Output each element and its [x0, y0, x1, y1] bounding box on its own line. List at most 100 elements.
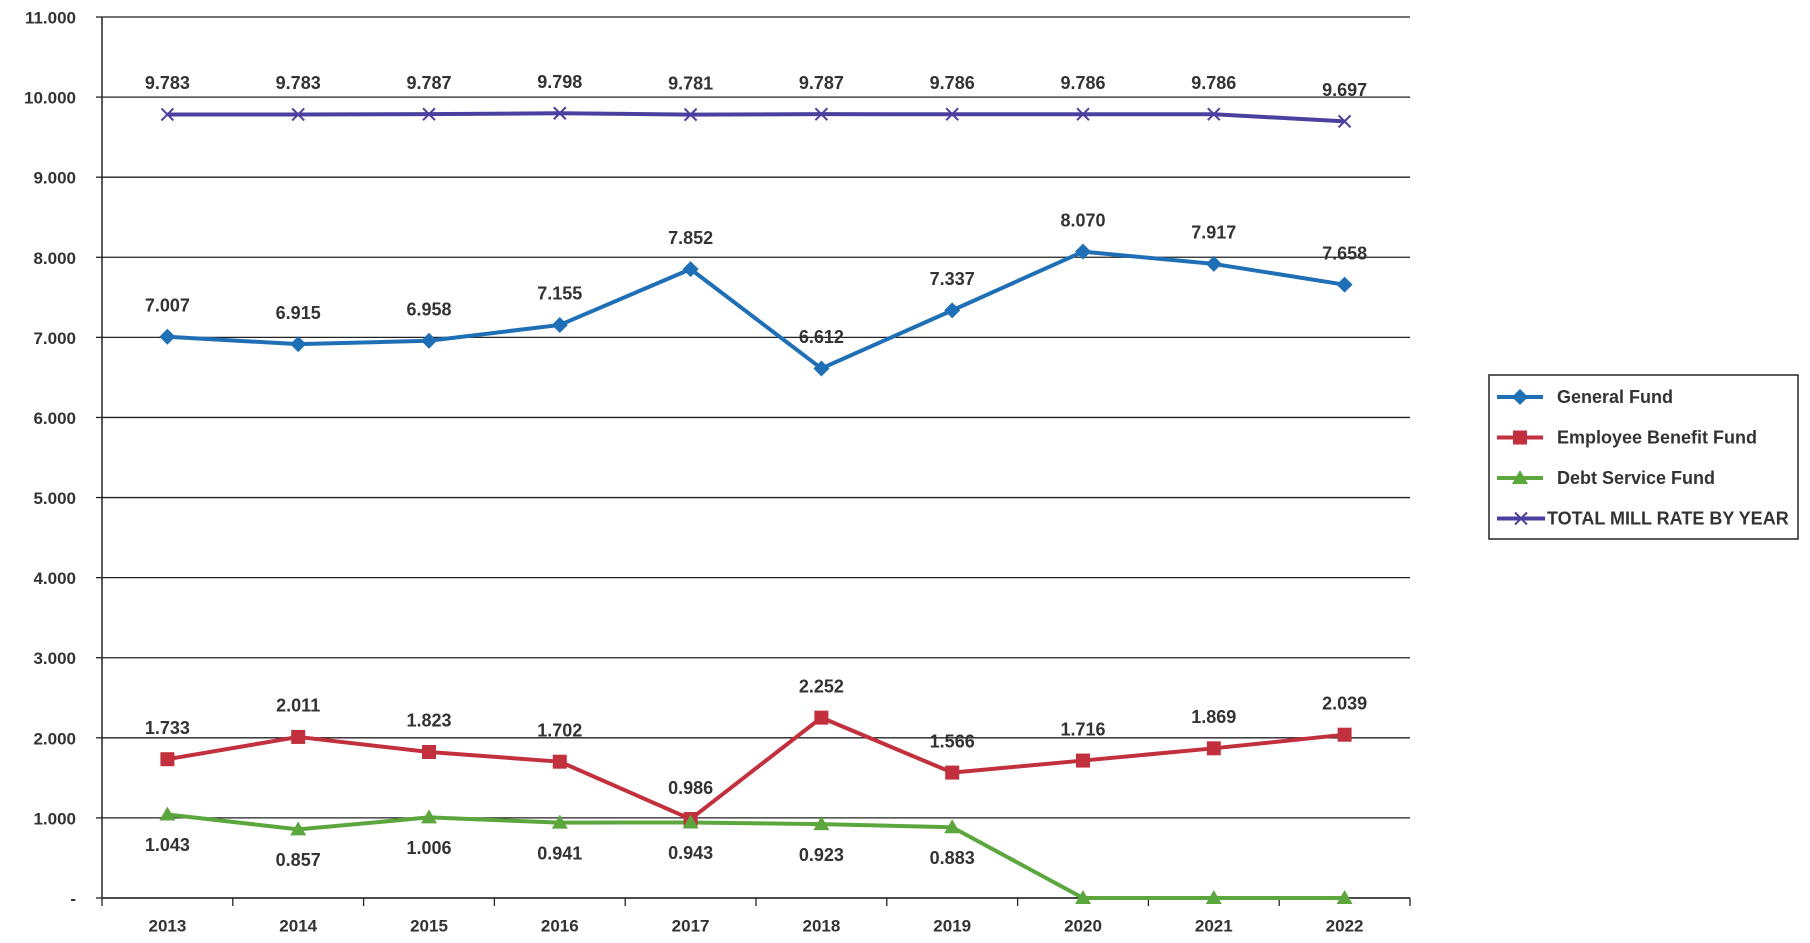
point-marker	[944, 302, 961, 319]
point-marker	[1337, 114, 1352, 129]
legend-label: Debt Service Fund	[1557, 468, 1715, 488]
legend-marker	[1512, 389, 1528, 405]
point-marker	[291, 107, 305, 122]
point-marker	[291, 729, 306, 744]
y-tick-label: -	[70, 889, 76, 908]
data-label: 9.783	[145, 73, 190, 93]
legend-marker	[1512, 470, 1528, 484]
data-label: 9.786	[930, 73, 975, 93]
data-label: 1.006	[406, 838, 451, 858]
y-tick-label: 9.000	[33, 169, 76, 188]
data-label: 9.786	[1060, 73, 1105, 93]
point-marker	[422, 744, 436, 759]
data-label: 2.011	[276, 696, 320, 716]
legend-label: TOTAL MILL RATE BY YEAR	[1547, 508, 1789, 528]
point-marker	[1075, 243, 1091, 260]
point-marker	[1205, 255, 1222, 272]
data-label: 7.007	[145, 296, 190, 316]
point-marker	[1076, 107, 1090, 121]
point-marker	[290, 821, 307, 836]
point-marker	[1205, 890, 1222, 904]
y-tick-label: 2.000	[33, 729, 76, 748]
point-marker	[553, 106, 567, 120]
data-label: 9.783	[276, 73, 321, 93]
point-marker	[159, 328, 176, 345]
y-tick-label: 11.000	[25, 8, 76, 27]
data-label: 9.786	[1191, 73, 1236, 93]
data-label: 9.798	[537, 72, 582, 92]
series-line	[167, 111, 1345, 124]
y-tick-label: 8.000	[33, 249, 76, 268]
data-label: 7.917	[1191, 223, 1236, 243]
x-tick-label: 2018	[802, 916, 840, 935]
point-marker	[422, 107, 436, 121]
y-tick-label: 1.000	[33, 809, 76, 828]
y-tick-label: 7.000	[33, 329, 76, 348]
point-marker	[682, 814, 699, 829]
legend-label: General Fund	[1557, 387, 1673, 407]
x-tick-label: 2022	[1326, 916, 1364, 935]
point-marker	[1076, 753, 1090, 768]
point-marker	[551, 316, 568, 333]
data-label: 0.941	[537, 843, 582, 863]
data-label: 6.915	[276, 303, 321, 323]
legend-marker	[1513, 430, 1527, 445]
point-marker	[160, 752, 175, 767]
data-label: 0.923	[799, 845, 844, 865]
data-label: 9.787	[406, 73, 451, 93]
y-tick-label: 6.000	[33, 409, 76, 428]
data-label: 1.733	[145, 718, 190, 738]
point-marker	[945, 765, 960, 780]
point-marker	[1206, 741, 1221, 756]
legend-box	[1488, 374, 1799, 540]
point-marker	[551, 814, 568, 829]
x-tick-label: 2020	[1064, 916, 1102, 935]
y-tick-label: 10.000	[24, 89, 76, 108]
point-marker	[421, 332, 437, 349]
data-label: 1.823	[406, 711, 451, 731]
point-marker	[160, 107, 175, 122]
point-marker	[945, 107, 959, 121]
data-label: 0.883	[930, 848, 975, 868]
point-marker	[944, 819, 961, 834]
point-marker	[683, 107, 698, 122]
x-tick-label: 2019	[933, 916, 971, 935]
point-marker	[1336, 890, 1353, 904]
point-marker	[1075, 890, 1091, 904]
point-marker	[813, 360, 830, 377]
point-marker	[421, 809, 437, 824]
point-marker	[813, 816, 830, 831]
point-marker	[682, 261, 699, 278]
data-label: 1.566	[930, 731, 975, 751]
x-tick-label: 2013	[148, 916, 186, 935]
point-marker	[159, 806, 176, 821]
data-label: 9.781	[668, 73, 713, 93]
data-label: 0.986	[668, 778, 713, 798]
series-line	[167, 249, 1345, 371]
x-tick-label: 2015	[410, 916, 448, 935]
data-label: 9.697	[1322, 80, 1367, 100]
data-label: 6.612	[799, 327, 844, 347]
legend-label: Employee Benefit Fund	[1557, 427, 1757, 447]
point-marker	[290, 336, 307, 353]
data-label: 9.787	[799, 73, 844, 93]
data-label: 0.857	[276, 850, 321, 870]
series-line	[167, 715, 1345, 822]
legend: General Fund Employee Benefit Fund Debt Se…	[1488, 374, 1799, 540]
y-tick-label: 3.000	[33, 649, 76, 668]
legend-marker	[1514, 511, 1528, 526]
x-tick-label: 2017	[672, 916, 710, 935]
data-label: 8.070	[1060, 210, 1105, 230]
point-marker	[1337, 727, 1352, 742]
x-tick-label: 2014	[279, 916, 317, 935]
data-label: 7.155	[537, 284, 582, 304]
x-tick-label: 2021	[1195, 916, 1233, 935]
data-label: 2.252	[799, 676, 844, 696]
data-label: 7.337	[930, 269, 975, 289]
point-marker	[814, 710, 829, 725]
point-marker	[552, 754, 567, 769]
y-tick-label: 5.000	[33, 489, 76, 508]
point-marker	[1336, 276, 1353, 293]
